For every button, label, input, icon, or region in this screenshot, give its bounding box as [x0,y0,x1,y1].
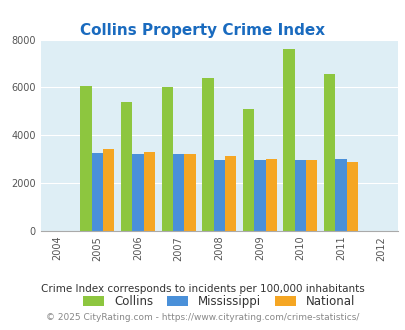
Bar [294,160,305,231]
Bar [254,160,265,231]
Bar [335,159,346,231]
Bar [224,156,236,231]
Bar [92,153,103,231]
Text: Collins Property Crime Index: Collins Property Crime Index [80,23,325,38]
Bar [161,87,173,231]
Bar [173,154,184,231]
Bar [323,74,335,231]
Bar [121,102,132,231]
Bar [184,154,195,231]
Bar [283,49,294,231]
Text: © 2025 CityRating.com - https://www.cityrating.com/crime-statistics/: © 2025 CityRating.com - https://www.city… [46,313,359,322]
Bar [143,152,155,231]
Bar [346,162,357,231]
Bar [202,78,213,231]
Bar [305,160,317,231]
Bar [132,154,143,231]
Bar [265,158,276,231]
Bar [213,160,224,231]
Bar [80,86,92,231]
Bar [242,109,254,231]
Legend: Collins, Mississippi, National: Collins, Mississippi, National [78,290,359,313]
Bar [103,149,114,231]
Text: Crime Index corresponds to incidents per 100,000 inhabitants: Crime Index corresponds to incidents per… [41,284,364,294]
